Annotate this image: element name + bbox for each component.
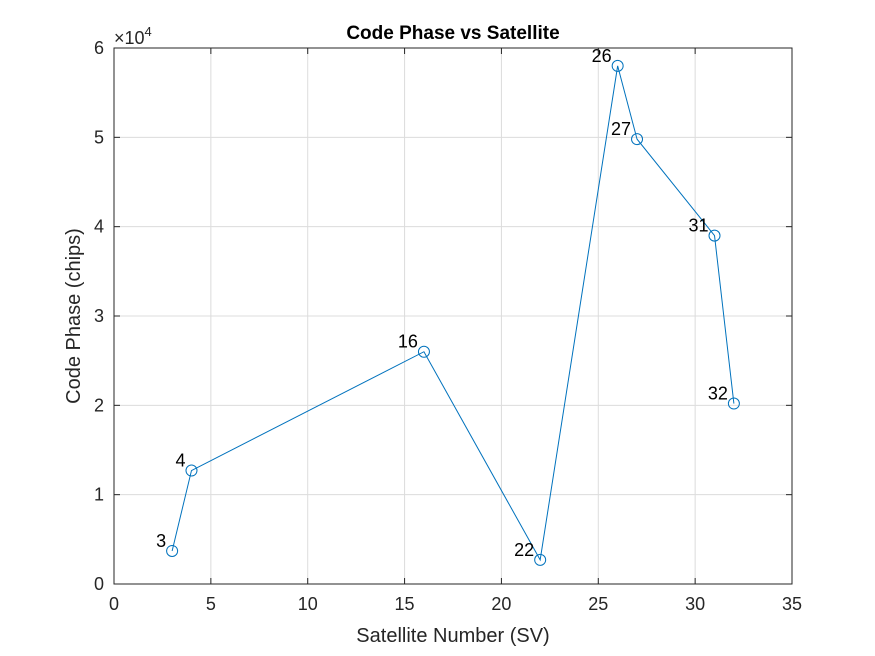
series-line — [171, 65, 735, 562]
y-axis-exponent: ×104 — [114, 24, 152, 48]
series-layer — [166, 59, 740, 566]
y-tick-label: 5 — [94, 127, 104, 147]
tick-layer: 0 5 10 15 20 25 30 35 0 1 2 3 4 5 6 — [94, 38, 802, 614]
y-axis-label: Code Phase (chips) — [63, 228, 85, 404]
y-tick-label: 6 — [94, 38, 104, 58]
x-tick-label: 30 — [685, 594, 705, 614]
data-point-marker — [611, 59, 624, 72]
data-point-marker — [727, 397, 740, 410]
y-axis-exponent-base: ×10 — [114, 28, 145, 48]
x-tick-label: 0 — [109, 594, 119, 614]
y-tick-label: 1 — [94, 485, 104, 505]
y-tick-label: 0 — [94, 574, 104, 594]
x-axis-label: Satellite Number (SV) — [356, 625, 549, 647]
data-point-marker — [631, 133, 644, 146]
y-tick-label: 3 — [94, 306, 104, 326]
x-tick-label: 35 — [782, 594, 802, 614]
point-label-layer: 3 4 16 22 26 27 31 32 — [156, 46, 728, 560]
data-point-label: 26 — [592, 46, 612, 66]
x-tick-label: 5 — [206, 594, 216, 614]
data-point-marker — [166, 544, 179, 557]
data-point-label: 16 — [398, 332, 418, 352]
x-tick-label: 20 — [491, 594, 511, 614]
x-tick-label: 10 — [298, 594, 318, 614]
data-point-label: 32 — [708, 384, 728, 404]
x-tick-label: 25 — [588, 594, 608, 614]
data-point-label: 27 — [611, 119, 631, 139]
x-tick-label: 15 — [395, 594, 415, 614]
data-point-marker — [185, 464, 198, 477]
data-point-label: 31 — [688, 216, 708, 236]
y-tick-label: 4 — [94, 217, 104, 237]
data-point-label: 4 — [175, 451, 185, 471]
data-point-marker — [534, 553, 547, 566]
data-point-label: 3 — [156, 531, 166, 551]
data-point-marker — [417, 345, 430, 358]
data-point-label: 22 — [514, 540, 534, 560]
y-tick-label: 2 — [94, 395, 104, 415]
y-axis-exponent-power: 4 — [145, 24, 152, 39]
chart-title: Code Phase vs Satellite — [346, 23, 559, 44]
data-point-marker — [708, 229, 721, 242]
